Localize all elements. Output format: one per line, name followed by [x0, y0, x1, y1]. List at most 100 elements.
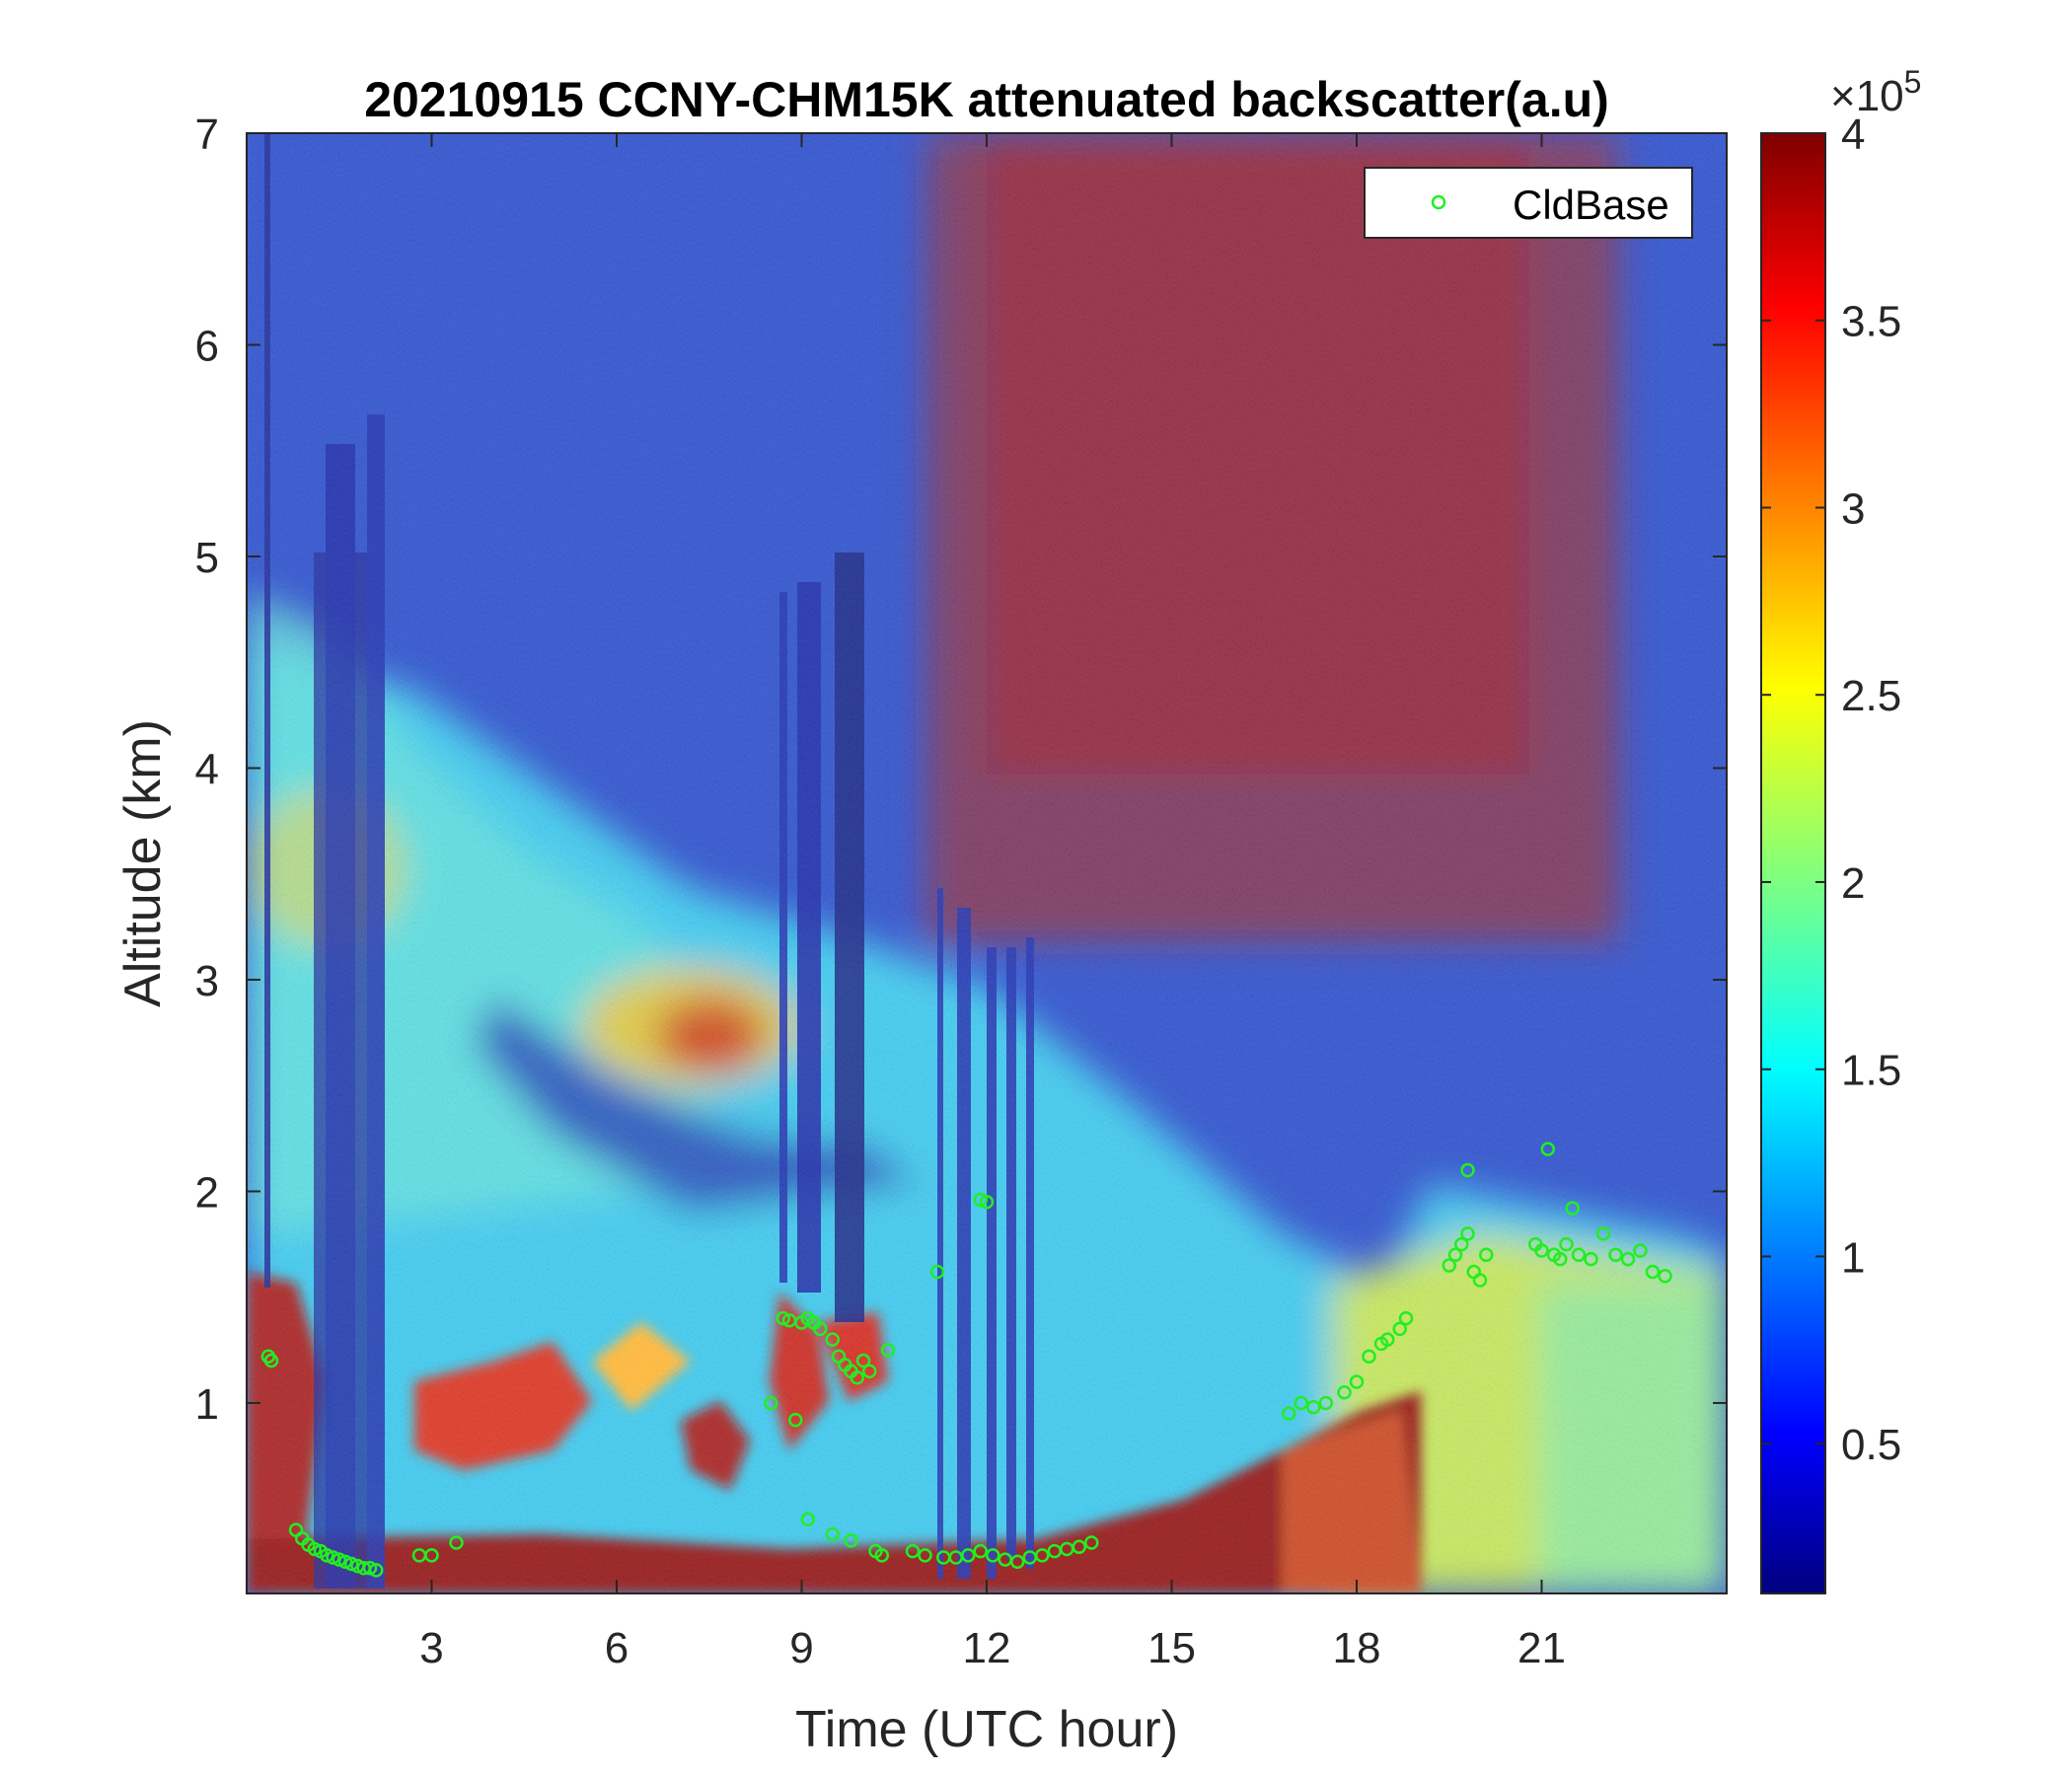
- cldbase-point: [369, 1563, 384, 1578]
- cldbase-point: [850, 1369, 864, 1385]
- y-tick-label: 6: [195, 322, 219, 370]
- cldbase-point: [825, 1332, 840, 1347]
- legend-marker-cldbase: [1431, 194, 1446, 210]
- cldbase-point: [1534, 1243, 1549, 1258]
- y-tick-label: 5: [195, 534, 219, 582]
- cldbase-point: [449, 1535, 464, 1550]
- cldbase-point: [788, 1412, 803, 1428]
- cldbase-point: [874, 1548, 889, 1563]
- colorbar-tick-label: 4: [1841, 111, 1865, 159]
- cldbase-point: [1282, 1406, 1296, 1421]
- cldbase-point: [986, 1548, 1000, 1563]
- cldbase-point: [1620, 1251, 1636, 1267]
- cldbase-point: [263, 1353, 279, 1369]
- legend-box: [1364, 167, 1693, 239]
- x-tick-label: 15: [1147, 1624, 1196, 1672]
- colorbar-exponent-base: ×10: [1830, 72, 1904, 120]
- cldbase-point: [1442, 1258, 1456, 1273]
- cldbase-point: [764, 1395, 778, 1411]
- cldbase-point: [1584, 1251, 1598, 1267]
- x-axis: 3 6 9 12 15 18 21: [419, 133, 1566, 1672]
- colorbar-exponent-power: 5: [1904, 64, 1922, 100]
- y-axis-title: Altitude (km): [114, 719, 172, 1007]
- colorbar-exponent: ×105: [1830, 64, 1921, 120]
- cldbase-point: [344, 1556, 359, 1572]
- x-tick-label: 12: [963, 1624, 1011, 1672]
- cldbase-point: [979, 1194, 995, 1210]
- cldbase-point: [1460, 1226, 1475, 1241]
- y-tick-label: 7: [195, 111, 219, 159]
- cldbase-point: [1447, 1247, 1463, 1263]
- cldbase-point: [1553, 1251, 1568, 1267]
- cldbase-point: [1072, 1539, 1086, 1555]
- cldbase-point: [1084, 1535, 1099, 1550]
- cldbase-point: [1565, 1201, 1580, 1216]
- cldbase-point: [825, 1526, 840, 1542]
- colorbar-tick-label: 0.5: [1841, 1421, 1901, 1469]
- cldbase-point: [973, 1543, 988, 1559]
- cldbase-point: [973, 1192, 988, 1208]
- cldbase-point: [1337, 1384, 1352, 1400]
- cldbase-point: [855, 1353, 871, 1369]
- cldbase-point: [862, 1364, 877, 1379]
- cldbase-point: [776, 1310, 790, 1326]
- x-tick-label: 18: [1333, 1624, 1381, 1672]
- colorbar: 0.5 1 1.5 2 2.5 3 3.5 4 ×105: [1760, 64, 1921, 1594]
- colorbar-tick-label: 3: [1841, 484, 1865, 533]
- cldbase-point: [1306, 1399, 1321, 1415]
- cldbase-point: [844, 1533, 858, 1548]
- y-tick-label: 4: [195, 745, 219, 793]
- cldbase-point: [1380, 1332, 1395, 1347]
- cldbase-point: [929, 1264, 945, 1280]
- cldbase-point: [1540, 1142, 1555, 1156]
- cldbase-point: [326, 1550, 340, 1565]
- x-axis-title: Time (UTC hour): [795, 1701, 1178, 1758]
- cldbase-point: [1318, 1395, 1333, 1411]
- y-axis: 1 2 3 4 5 6 7: [195, 111, 1727, 1429]
- cldbase-point: [961, 1548, 976, 1563]
- y-tick-label: 2: [195, 1168, 219, 1217]
- colorbar-tick-label: 2: [1841, 859, 1865, 908]
- colorbar-gradient: [1760, 132, 1826, 1594]
- cldbase-point: [1362, 1349, 1376, 1365]
- cldbase-point: [1571, 1247, 1587, 1263]
- cldbase-point: [1559, 1236, 1574, 1252]
- heatmap-noise: [247, 133, 1727, 1593]
- cldbase-point: [1035, 1548, 1050, 1563]
- cldbase-point: [337, 1554, 353, 1570]
- cldbase-point: [813, 1321, 828, 1337]
- cldbase-point: [307, 1541, 322, 1557]
- cldbase-point: [905, 1543, 921, 1559]
- legend: CldBase: [1364, 167, 1693, 239]
- cldbase-point: [1479, 1247, 1494, 1263]
- cldbase-point: [1595, 1226, 1611, 1241]
- cldbase-point: [1294, 1395, 1308, 1411]
- x-tick-label: 9: [789, 1624, 813, 1672]
- colorbar-tick-label: 3.5: [1841, 298, 1901, 346]
- x-tick-label: 6: [605, 1624, 629, 1672]
- cldbase-point: [1392, 1321, 1407, 1337]
- cldbase-point: [1398, 1310, 1414, 1326]
- colorbar-tick-label: 1.5: [1841, 1047, 1901, 1095]
- cldbase-point: [1472, 1273, 1488, 1288]
- cloud-base-series: [260, 1142, 1672, 1578]
- cldbase-point: [362, 1561, 378, 1576]
- cldbase-point: [320, 1548, 334, 1563]
- colorbar-tick-label: 2.5: [1841, 672, 1901, 720]
- x-tick-label: 21: [1517, 1624, 1566, 1672]
- cldbase-point: [1460, 1162, 1475, 1178]
- cldbase-point: [1349, 1374, 1365, 1389]
- y-tick-label: 3: [195, 957, 219, 1005]
- cldbase-point: [1658, 1269, 1672, 1284]
- cldbase-point: [1454, 1236, 1469, 1252]
- colorbar-ticks: 0.5 1 1.5 2 2.5 3 3.5 4: [1761, 111, 1901, 1469]
- cldbase-point: [332, 1552, 346, 1567]
- cldbase-point: [1645, 1264, 1661, 1280]
- cldbase-point: [1010, 1554, 1025, 1570]
- y-tick-label: 1: [195, 1380, 219, 1429]
- cldbase-point: [1633, 1243, 1648, 1258]
- x-tick-label: 3: [419, 1624, 443, 1672]
- chart-title: 20210915 CCNY-CHM15K attenuated backscat…: [364, 72, 1609, 127]
- colorbar-tick-label: 1: [1841, 1233, 1865, 1282]
